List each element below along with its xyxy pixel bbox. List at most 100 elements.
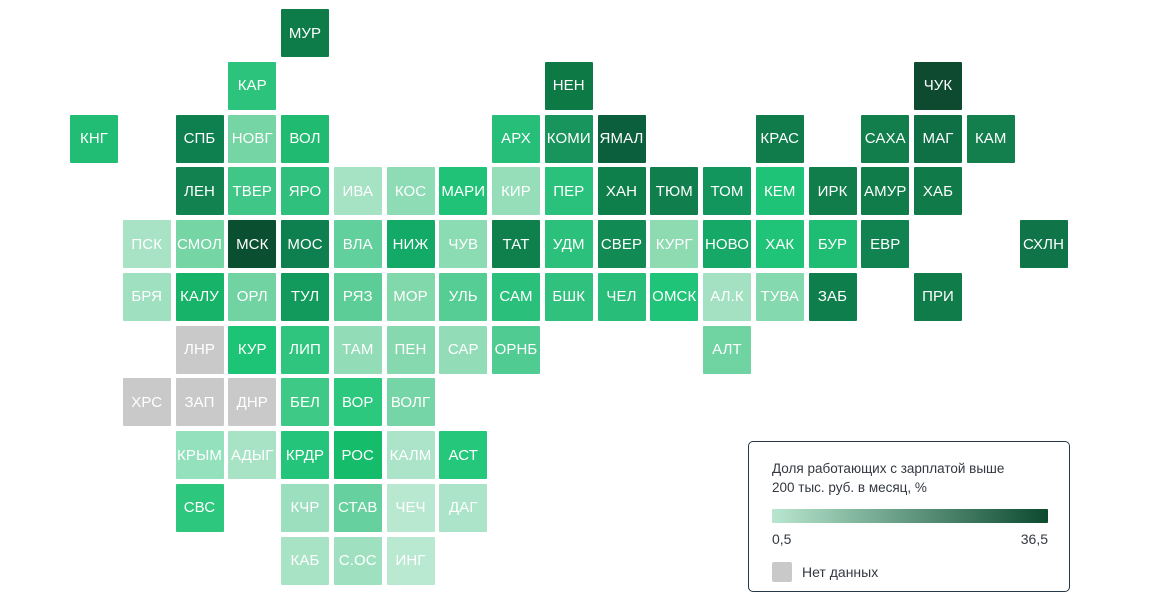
region-tile[interactable]: КАЛМ (386, 431, 435, 479)
region-tile[interactable]: МАГ (914, 114, 962, 163)
region-tile[interactable]: РОС (333, 431, 382, 479)
region-label: САХА (864, 130, 906, 147)
region-tile[interactable]: КРДР (281, 431, 329, 479)
region-tile[interactable]: ХАК (755, 220, 804, 268)
region-tile[interactable]: РЯЗ (333, 272, 382, 321)
region-tile[interactable]: ТУЛ (281, 272, 329, 321)
region-tile[interactable]: ПСК (122, 220, 171, 268)
region-tile[interactable]: ПРИ (914, 272, 962, 321)
region-tile[interactable]: ДНР (228, 378, 277, 427)
region-tile[interactable]: ЧУК (914, 61, 962, 110)
region-tile[interactable]: МОР (386, 272, 435, 321)
region-tile[interactable]: БЕЛ (281, 378, 329, 427)
region-tile[interactable]: АЛ.К (703, 272, 751, 321)
region-tile[interactable]: КАЛУ (175, 272, 224, 321)
region-tile[interactable]: ИРК (808, 167, 857, 216)
legend-max-value: 36,5 (1020, 531, 1048, 547)
region-tile[interactable]: КАР (228, 61, 277, 110)
region-label: АДЫГ (231, 446, 274, 464)
region-tile[interactable]: КОС (386, 167, 435, 216)
region-tile[interactable]: СВЕР (597, 220, 646, 268)
region-tile[interactable]: ТУВА (755, 272, 804, 321)
region-label: ОМСК (652, 288, 697, 306)
region-tile[interactable]: ТАТ (492, 220, 540, 268)
region-tile[interactable]: ВОР (333, 378, 382, 427)
region-tile[interactable]: ВЛА (333, 220, 382, 268)
region-tile[interactable]: КУРГ (650, 220, 699, 268)
region-tile[interactable]: ЯМАЛ (597, 114, 646, 163)
region-tile[interactable]: ИНГ (386, 536, 435, 585)
region-label: КОМИ (546, 130, 591, 147)
region-tile[interactable]: МОС (281, 220, 329, 268)
region-tile[interactable]: СХЛН (1019, 220, 1068, 268)
region-tile[interactable]: УДМ (544, 220, 593, 268)
region-tile[interactable]: СМОЛ (175, 220, 224, 268)
region-tile[interactable]: КОМИ (544, 114, 593, 163)
region-tile[interactable]: КАБ (281, 536, 329, 585)
region-tile[interactable]: ЗАП (175, 378, 224, 427)
region-tile[interactable]: ТОМ (703, 167, 751, 216)
region-tile[interactable]: КАМ (966, 114, 1015, 163)
region-tile[interactable]: ЛИП (281, 325, 329, 374)
region-tile[interactable]: МУР (281, 9, 329, 57)
legend-title: Доля работающих с зарплатой выше 200 тыс… (772, 461, 1005, 495)
region-tile[interactable]: ЛЕН (175, 167, 224, 216)
region-tile[interactable]: ХАН (597, 167, 646, 216)
region-tile[interactable]: С.ОС (333, 536, 382, 585)
region-tile[interactable]: АМУР (861, 167, 910, 216)
region-label: БЕЛ (290, 393, 320, 411)
region-tile[interactable]: АДЫГ (228, 431, 277, 479)
region-tile[interactable]: СТАВ (333, 483, 382, 532)
region-tile[interactable]: ВОЛ (281, 114, 329, 163)
region-tile[interactable]: ЗАБ (808, 272, 857, 321)
region-tile[interactable]: КЕМ (755, 167, 804, 216)
region-tile[interactable]: КУР (228, 325, 277, 374)
region-tile[interactable]: КИР (492, 167, 540, 216)
region-tile[interactable]: САР (439, 325, 488, 374)
region-tile[interactable]: АРХ (492, 114, 540, 163)
region-tile[interactable]: ПЕН (386, 325, 435, 374)
region-tile[interactable]: АСТ (439, 431, 488, 479)
region-tile[interactable]: ОРЛ (228, 272, 277, 321)
region-tile[interactable]: КРЫМ (175, 431, 224, 479)
region-tile[interactable]: ХАБ (914, 167, 962, 216)
region-tile[interactable]: САМ (492, 272, 540, 321)
region-label: МАРИ (441, 182, 486, 200)
region-tile[interactable]: ЧУВ (439, 220, 488, 268)
region-tile[interactable]: САХА (861, 114, 910, 163)
region-tile[interactable]: МАРИ (439, 167, 488, 216)
region-tile[interactable]: ЧЕЛ (597, 272, 646, 321)
region-tile[interactable]: ТЮМ (650, 167, 699, 216)
region-tile[interactable]: БРЯ (122, 272, 171, 321)
region-tile[interactable]: УЛЬ (439, 272, 488, 321)
region-tile[interactable]: МСК (228, 220, 277, 268)
region-tile[interactable]: ЛНР (175, 325, 224, 374)
region-tile[interactable]: КРАС (755, 114, 804, 163)
region-label: КЧР (290, 499, 320, 517)
region-tile[interactable]: БУР (808, 220, 857, 268)
region-tile[interactable]: ПЕР (544, 167, 593, 216)
region-label: ИНГ (395, 552, 426, 569)
region-tile[interactable]: НОВО (703, 220, 751, 268)
region-tile[interactable]: ЕВР (861, 220, 910, 268)
region-tile[interactable]: ВОЛГ (386, 378, 435, 427)
region-tile[interactable]: ЯРО (281, 167, 329, 216)
region-tile[interactable]: НЕН (544, 61, 593, 110)
region-tile[interactable]: АЛТ (703, 325, 751, 374)
region-tile[interactable]: ТАМ (333, 325, 382, 374)
region-tile[interactable]: СПБ (175, 114, 224, 163)
region-tile[interactable]: КЧР (281, 483, 329, 532)
region-tile[interactable]: НОВГ (228, 114, 277, 163)
region-tile[interactable]: ИВА (333, 167, 382, 216)
region-label: СПБ (183, 130, 216, 147)
region-tile[interactable]: СВС (175, 483, 224, 532)
region-tile[interactable]: КНГ (70, 114, 118, 163)
region-tile[interactable]: ХРС (122, 378, 171, 427)
region-tile[interactable]: БШК (544, 272, 593, 321)
region-tile[interactable]: ТВЕР (228, 167, 277, 216)
region-tile[interactable]: ОМСК (650, 272, 699, 321)
region-tile[interactable]: НИЖ (386, 220, 435, 268)
region-tile[interactable]: ДАГ (439, 483, 488, 532)
region-tile[interactable]: ЧЕЧ (386, 483, 435, 532)
region-tile[interactable]: ОРНБ (492, 325, 540, 374)
